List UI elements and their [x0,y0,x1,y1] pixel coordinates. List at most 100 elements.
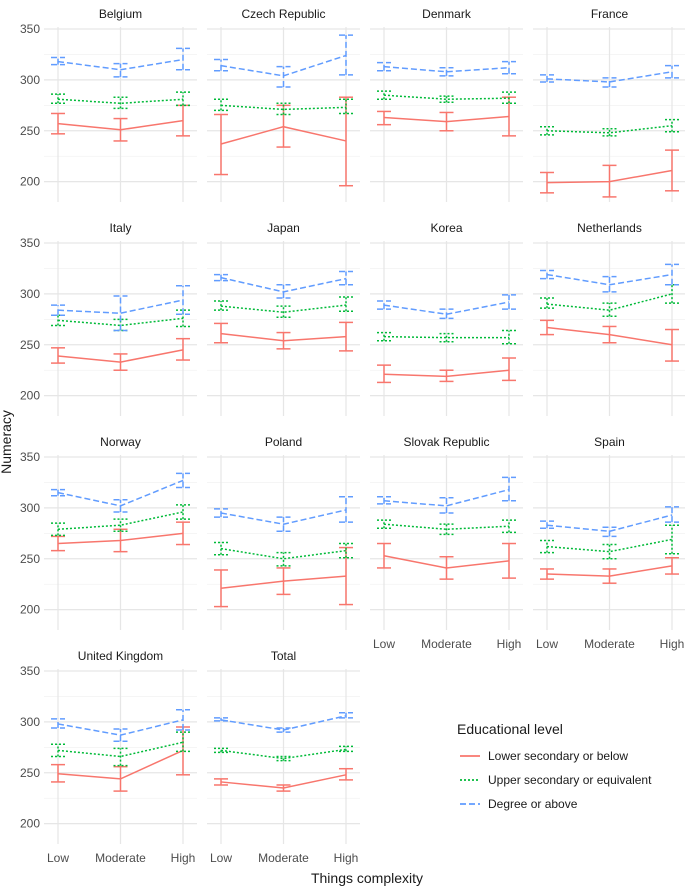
error-bar-lower-secondary-or-below [276,104,291,148]
error-bar-upper-secondary-or-equivalent [51,314,65,327]
error-bar-lower-secondary-or-below [502,542,516,579]
y-tick-label: 300 [20,501,40,515]
y-tick-label: 250 [20,766,40,780]
y-tick-label: 300 [20,715,40,729]
series-line-upper-secondary-or-equivalent [57,741,184,758]
error-bar-degree-or-above [665,506,679,523]
error-bar-upper-secondary-or-equivalent [502,91,516,105]
error-bar-lower-secondary-or-below [276,567,291,596]
panel-japan: Japan [207,221,360,416]
y-tick-label: 200 [20,175,40,189]
error-bar-degree-or-above [214,717,228,722]
error-bar-degree-or-above [113,728,128,742]
error-bar-lower-secondary-or-below [214,778,228,786]
error-bar-degree-or-above [339,495,353,523]
panel-belgium: Belgium 200 250 300 350 [20,7,197,202]
y-tick-label: 300 [20,73,40,87]
error-bar-degree-or-above [665,64,679,79]
error-bar-lower-secondary-or-below [665,557,679,575]
panel-slovak-republic: Slovak Republic Low Moderate High [370,435,523,651]
error-bar-degree-or-above [540,269,554,280]
error-bar-lower-secondary-or-below [176,521,190,546]
error-bar-lower-secondary-or-below [176,337,190,361]
error-bar-degree-or-above [502,60,516,75]
error-bar-degree-or-above [113,295,128,332]
error-bar-upper-secondary-or-equivalent [665,284,679,304]
error-bar-lower-secondary-or-below [51,347,65,364]
error-bar-degree-or-above [665,263,679,286]
x-tick-label: High [660,637,685,651]
series-line-upper-secondary-or-equivalent [383,94,510,100]
legend-entry-degree-or-above: Degree or above [460,797,578,811]
error-bar-upper-secondary-or-equivalent [602,127,617,137]
series-line-degree-or-above [220,276,347,293]
panel-title: France [591,7,629,21]
y-tick-label: 300 [20,287,40,301]
x-tick-label: High [334,851,359,865]
series-line-degree-or-above [220,509,347,525]
error-bar-lower-secondary-or-below [540,319,554,336]
series-line-upper-secondary-or-equivalent [220,748,347,760]
error-bar-degree-or-above [439,308,454,320]
error-bar-lower-secondary-or-below [339,321,353,352]
panel-title: Korea [430,221,462,235]
error-bar-lower-secondary-or-below [602,568,617,584]
error-bar-lower-secondary-or-below [377,110,391,126]
panel-title: Denmark [422,7,472,21]
panel-korea: Korea [370,221,523,416]
y-tick-label: 200 [20,603,40,617]
error-bar-upper-secondary-or-equivalent [339,745,353,753]
panel-title: Norway [100,435,141,449]
error-bar-upper-secondary-or-equivalent [540,125,554,136]
y-axis-label: Numeracy [0,410,14,474]
panel-title: Belgium [99,7,142,21]
error-bar-degree-or-above [51,56,65,66]
error-bar-upper-secondary-or-equivalent [439,332,454,343]
error-bar-degree-or-above [377,495,391,505]
error-bar-degree-or-above [540,74,554,83]
error-bar-lower-secondary-or-below [214,113,228,176]
y-tick-label: 200 [20,389,40,403]
error-bar-degree-or-above [176,47,190,71]
error-bar-lower-secondary-or-below [339,767,353,781]
series-line-upper-secondary-or-equivalent [57,98,184,105]
error-bar-degree-or-above [377,300,391,310]
panel-total: Total Low Moderate High [207,649,360,865]
legend-label: Lower secondary or below [488,749,628,763]
panel-title: Czech Republic [241,7,325,21]
error-bar-degree-or-above [51,488,65,497]
x-tick-label: Moderate [95,851,146,865]
error-bar-degree-or-above [339,270,353,286]
series-line-upper-secondary-or-equivalent [383,523,510,531]
x-tick-label: Low [47,851,69,865]
panel-poland: Poland [207,435,360,630]
error-bar-lower-secondary-or-below [51,112,65,135]
error-bar-degree-or-above [176,285,190,316]
series-line-upper-secondary-or-equivalent [220,104,347,111]
x-tick-label: Moderate [421,637,472,651]
y-tick-label: 350 [20,450,40,464]
legend: Educational level Lower secondary or bel… [457,721,652,811]
panel-grid: Belgium 200 250 300 350 Czech Republic Denmark… [20,7,685,865]
y-tick-label: 250 [20,124,40,138]
error-bar-lower-secondary-or-below [51,763,65,783]
series-line-upper-secondary-or-equivalent [220,547,347,560]
series-line-degree-or-above [546,273,673,286]
error-bar-lower-secondary-or-below [439,555,454,580]
error-bar-degree-or-above [602,526,617,538]
error-bar-lower-secondary-or-below [214,569,228,608]
error-bar-degree-or-above [176,472,190,489]
series-line-degree-or-above [383,65,510,73]
x-tick-label: Moderate [584,637,635,651]
error-bar-lower-secondary-or-below [113,765,128,792]
error-bar-degree-or-above [276,727,291,733]
error-bar-lower-secondary-or-below [439,369,454,383]
error-bar-degree-or-above [540,520,554,530]
legend-label: Degree or above [488,797,578,811]
error-bar-upper-secondary-or-equivalent [377,519,391,530]
error-bar-degree-or-above [113,499,128,513]
series-line-degree-or-above [57,299,184,314]
series-line-upper-secondary-or-equivalent [57,317,184,327]
error-bar-lower-secondary-or-below [665,328,679,362]
